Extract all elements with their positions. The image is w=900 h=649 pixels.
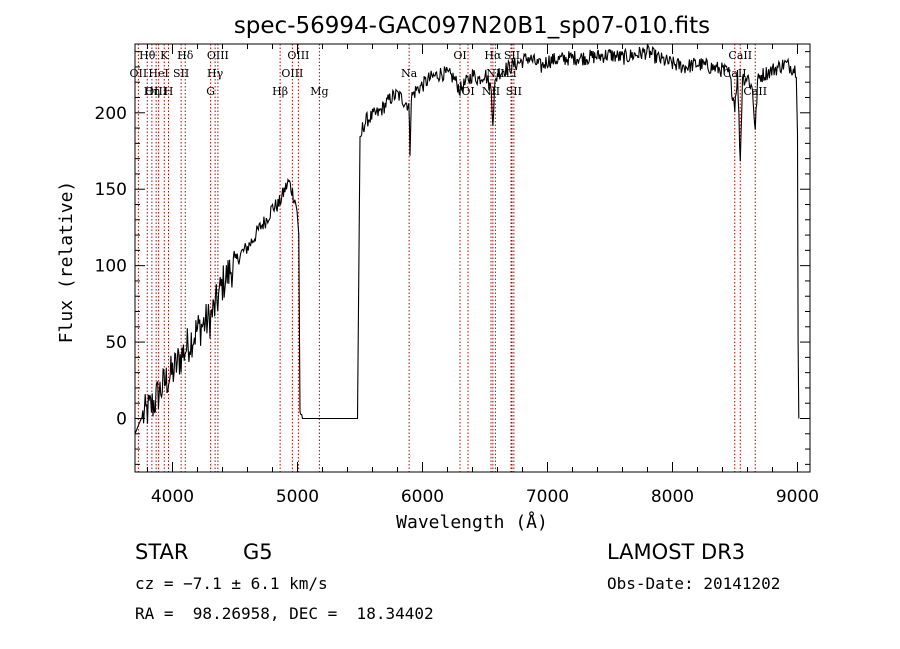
y-tick-label-0: 0 — [116, 410, 127, 430]
marker-label-h-3835: Hη — [144, 85, 160, 98]
marker-label-na-5893: Na — [401, 67, 418, 80]
marker-label-mg-5175: Mg — [310, 85, 328, 98]
x-tick-label-4000: 4000 — [151, 487, 194, 507]
marker-label-h-3968: H — [164, 85, 174, 98]
chart-title: spec-56994-GAC097N20B1_sp07-010.fits — [234, 13, 710, 39]
y-tick-label-100: 100 — [95, 257, 127, 277]
survey-name: LAMOST DR3 — [607, 540, 746, 564]
y-tick-label-50: 50 — [105, 333, 127, 353]
marker-label-h-4102: Hδ — [177, 49, 194, 62]
x-tick-label-9000: 9000 — [776, 487, 819, 507]
marker-label-oi-6364: OI — [461, 85, 474, 98]
observation-date: Obs-Date: 20141202 — [607, 574, 781, 593]
marker-label-oiii-5007: OIII — [287, 49, 309, 62]
object-class: STAR — [135, 540, 189, 564]
object-subclass: G5 — [243, 540, 273, 564]
y-axis-label: Flux (relative) — [56, 181, 77, 344]
marker-label-hei-3889: HeI — [148, 67, 168, 80]
marker-label-caii-8542: CaII — [728, 49, 752, 62]
x-tick-label-6000: 6000 — [401, 487, 444, 507]
x-tick-label-7000: 7000 — [526, 487, 569, 507]
marker-label-h-4341: Hγ — [207, 67, 224, 80]
marker-label-g-4305: G — [206, 85, 215, 98]
spectral-line-markers — [137, 44, 756, 472]
marker-label-oiii-4363: OIII — [207, 49, 229, 62]
x-tick-label-5000: 5000 — [276, 487, 319, 507]
marker-label-oiii-3869: OIII — [145, 85, 167, 98]
marker-label-h-4861: Hβ — [272, 85, 288, 98]
marker-label-sii-6716: SII — [504, 49, 520, 62]
coordinates: RA = 98.26958, DEC = 18.34402 — [135, 604, 434, 623]
marker-label-oi-6300: OI — [453, 49, 466, 62]
y-tick-label-150: 150 — [95, 180, 127, 200]
y-tick-label-200: 200 — [95, 104, 127, 124]
y-axis-ticks: 0 50 100 150 200 — [95, 51, 810, 465]
marker-label-k-3934: K — [160, 49, 169, 62]
x-axis-label: Wavelength (Å) — [396, 511, 548, 533]
marker-label-caii-8662: CaII — [743, 85, 767, 98]
marker-label-h-6563: Hα — [484, 49, 502, 62]
spectrum-line — [134, 43, 800, 435]
marker-label-sii-6731: SII — [506, 85, 522, 98]
marker-label-oii-3727: OII — [130, 67, 148, 80]
marker-label-sii-4069: SII — [173, 67, 189, 80]
x-axis-ticks: 4000 5000 6000 7000 8000 9000 — [147, 44, 819, 507]
marker-label-h-3798: Hθ — [139, 49, 156, 62]
redshift-velocity: cz = −7.1 ± 6.1 km/s — [135, 574, 328, 593]
marker-label-oiii-4959: OIII — [281, 67, 303, 80]
x-tick-label-8000: 8000 — [651, 487, 694, 507]
